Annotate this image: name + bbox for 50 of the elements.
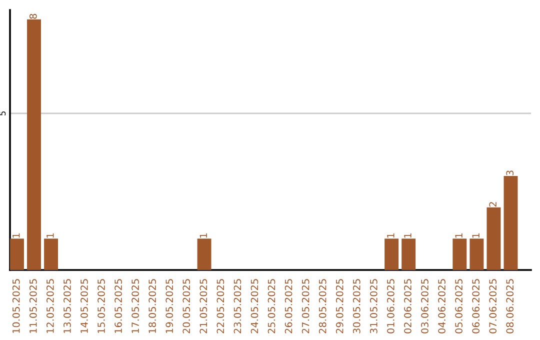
data-label: 1 — [404, 233, 412, 238]
x-tick-label: 10.05.2025 — [12, 279, 20, 333]
data-label: 3 — [506, 170, 514, 176]
x-tick-label: 15.05.2025 — [98, 279, 105, 333]
x-tick-label: 17.05.2025 — [132, 279, 139, 333]
x-tick-label: 02.06.2025 — [404, 279, 412, 334]
x-tick-label: 26.05.2025 — [284, 279, 292, 334]
data-label: 1 — [387, 233, 394, 238]
x-tick-label: 06.06.2025 — [472, 279, 480, 334]
data-label: 2 — [489, 202, 496, 207]
bar — [452, 238, 467, 270]
x-tick-label: 07.06.2025 — [489, 279, 497, 334]
data-label: 1 — [12, 233, 20, 238]
x-tick-label: 25.05.2025 — [268, 279, 276, 334]
bar — [44, 238, 58, 270]
x-tick-label: 30.05.2025 — [352, 279, 360, 334]
x-tick-label: 20.05.2025 — [182, 279, 190, 334]
bar — [384, 238, 399, 270]
bar — [504, 176, 518, 270]
data-label: 1 — [46, 233, 54, 238]
bar — [10, 238, 24, 270]
x-tick-label: 29.05.2025 — [336, 279, 344, 334]
x-tick-label: 23.05.2025 — [234, 279, 242, 334]
bar — [27, 19, 41, 270]
x-tick-label: 04.06.2025 — [438, 279, 446, 334]
x-tick-label: 31.05.2025 — [370, 279, 378, 334]
data-label: 1 — [455, 233, 462, 238]
data-label: 1 — [472, 233, 480, 238]
bar — [486, 207, 501, 270]
x-tick-label: 14.05.2025 — [80, 279, 88, 333]
bar — [402, 238, 416, 270]
x-tick-label: 27.05.2025 — [302, 279, 310, 334]
x-tick-label: 12.05.2025 — [46, 279, 54, 333]
x-tick-label: 18.05.2025 — [148, 279, 156, 333]
bar — [470, 238, 484, 270]
x-tick-label: 21.05.2025 — [200, 279, 208, 334]
x-tick-label: 22.05.2025 — [216, 279, 224, 334]
x-tick-label: 03.06.2025 — [421, 279, 428, 334]
x-tick-label: 16.05.2025 — [114, 279, 122, 333]
x-tick-label: 01.06.2025 — [387, 279, 394, 334]
data-label: 8 — [29, 14, 37, 19]
x-tick-label: 13.05.2025 — [64, 279, 71, 333]
data-label: 1 — [200, 233, 207, 238]
x-tick-label: 11.05.2025 — [29, 279, 37, 333]
x-tick-label: 05.06.2025 — [455, 279, 462, 334]
bar — [197, 238, 212, 270]
x-tick-label: 24.05.2025 — [250, 279, 258, 334]
x-tick-label: 08.06.2025 — [506, 279, 514, 334]
x-tick-label: 19.05.2025 — [166, 279, 174, 333]
x-tick-label: 28.05.2025 — [318, 279, 326, 334]
